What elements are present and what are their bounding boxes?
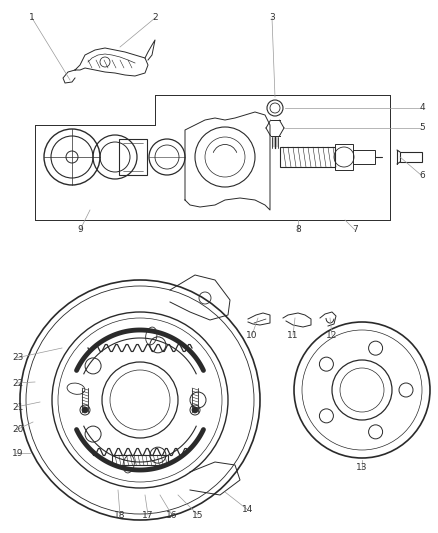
Text: 18: 18: [114, 511, 126, 520]
Text: 23: 23: [12, 353, 23, 362]
Text: 20: 20: [12, 425, 23, 434]
Text: 17: 17: [142, 511, 154, 520]
Bar: [280, 147, 335, 167]
Bar: [335, 144, 353, 170]
Text: 2: 2: [152, 13, 158, 22]
Text: 14: 14: [242, 505, 254, 514]
Text: 11: 11: [287, 330, 299, 340]
Bar: [119, 139, 147, 175]
Text: 4: 4: [419, 103, 425, 112]
Circle shape: [192, 407, 198, 413]
Text: 8: 8: [295, 225, 301, 235]
Text: 15: 15: [192, 511, 204, 520]
Bar: [400, 152, 422, 162]
Text: 22: 22: [12, 378, 23, 387]
Text: 7: 7: [352, 225, 358, 235]
Text: 12: 12: [326, 330, 338, 340]
Text: 19: 19: [12, 448, 24, 457]
Text: 5: 5: [419, 124, 425, 133]
Text: 13: 13: [356, 464, 368, 472]
Text: 21: 21: [12, 402, 23, 411]
Text: 10: 10: [246, 330, 258, 340]
Text: 16: 16: [166, 511, 178, 520]
Circle shape: [82, 407, 88, 413]
Text: 6: 6: [419, 171, 425, 180]
Text: 9: 9: [77, 225, 83, 235]
Bar: [353, 150, 375, 164]
Bar: [112, 455, 168, 465]
Text: 3: 3: [269, 13, 275, 22]
Text: 1: 1: [29, 13, 35, 22]
